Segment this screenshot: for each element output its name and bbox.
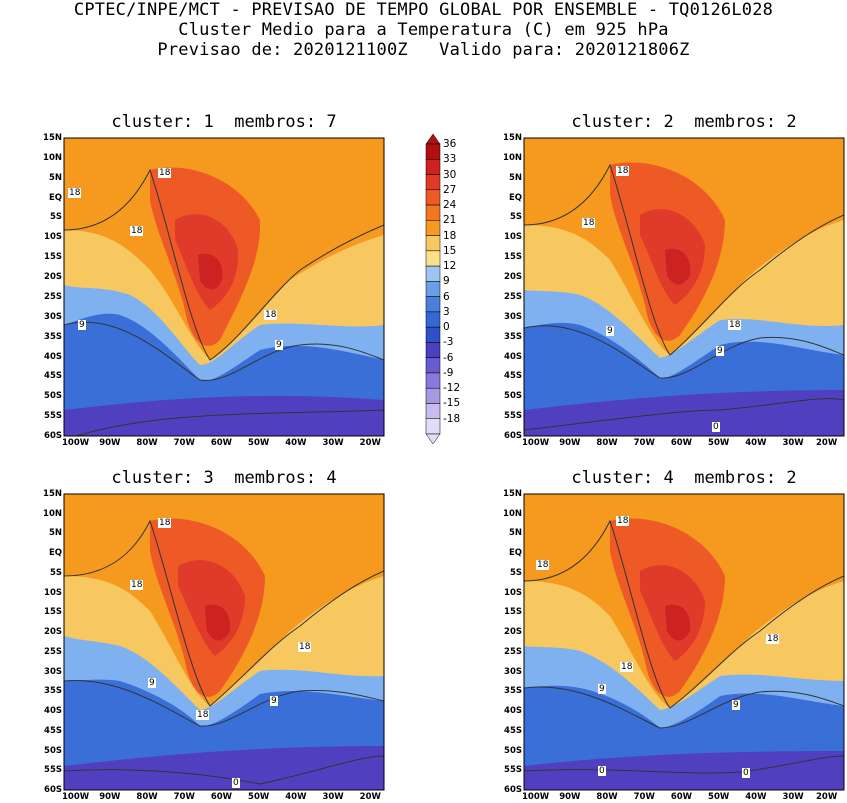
colorbar-label: -9 [443,366,454,379]
contour-label: 18 [620,662,634,672]
contour-label: 0 [712,422,720,432]
colorbar-swatch [425,296,441,313]
colorbar-label: -15 [443,397,461,410]
temperature-map [63,493,385,791]
contour-label: 18 [264,310,278,320]
colorbar-label: -6 [443,351,454,364]
contour-label: 9 [606,326,614,336]
contour-label: 18 [158,518,172,528]
contour-line [64,168,384,361]
colorbar-swatch [425,387,441,404]
contour-label: 18 [130,226,144,236]
temperature-map [63,137,385,437]
temperature-map [523,137,845,437]
panel-title: cluster: 4 membros: 2 [571,468,797,488]
header-line1: CPTEC/INPE/MCT - PREVISAO DE TEMPO GLOBA… [73,0,774,20]
colorbar: 36 33 30 27 24 21 18 15 12 9 6 3 0 -3 -6 -9 -12 -15 -18 [425,134,465,444]
contour-label: 9 [716,346,724,356]
contour-label: 9 [732,700,740,710]
contour-label: 18 [536,560,550,570]
colorbar-swatch [425,403,441,419]
colorbar-swatch [425,189,441,206]
colorbar-label: 6 [443,290,450,303]
colorbar-label: 15 [443,244,457,257]
contour-label: 18 [298,642,312,652]
plot-frame [63,137,385,437]
colorbar-label: 9 [443,275,450,288]
contour-label: 18 [196,710,210,720]
panel-title: cluster: 2 membros: 2 [571,112,797,132]
colorbar-label: 24 [443,199,457,212]
contour-label: 18 [68,188,82,198]
contour-label: 0 [232,778,240,788]
hottest-core [198,253,223,290]
colorbar-swatch [425,235,441,252]
colorbar-swatch [425,311,441,328]
contour-label: 18 [728,320,742,330]
header-line3: Previsao de: 2020121100Z Valido para: 20… [157,40,690,60]
contour-line [74,409,384,436]
colorbar-swatch [425,143,441,160]
colorbar-label: 21 [443,214,457,227]
colorbar-label: 12 [443,260,457,273]
colorbar-label: -12 [443,382,461,395]
map-panel-2: cluster: 2 membros: 2 18 18 18 9 9 0 [460,110,847,450]
colorbar-label: 36 [443,138,457,150]
colorbar-label: 27 [443,183,457,196]
colorbar-label: 0 [443,321,450,334]
cold-band [64,395,384,436]
contour-label: 9 [78,320,86,330]
map-panel-3: cluster: 3 membros: 4 18 18 18 9 9 18 0 [0,466,420,803]
colorbar-swatch [425,204,441,221]
colorbar-swatch [425,174,441,191]
contour-label: 9 [275,340,283,350]
contour-line [64,321,384,381]
colorbar-swatch [425,220,441,236]
colorbar-label: 3 [443,305,450,318]
colorbar-swatch [425,326,441,343]
colorbar-label: -18 [443,412,461,425]
contour-label: 9 [270,696,278,706]
panel-title: cluster: 1 membros: 7 [111,112,337,132]
header-line2: Cluster Medio para a Temperatura (C) em … [178,20,669,40]
colorbar-swatch [425,342,441,358]
colorbar-label: 30 [443,168,457,181]
contour-label: 9 [598,684,606,694]
colorbar-swatch [425,281,441,297]
colorbar-max-arrow [425,134,441,145]
colorbar-swatch [425,265,441,282]
contour-label: 18 [582,218,596,228]
contour-label: 18 [158,168,172,178]
colorbar-label: -3 [443,336,454,349]
contour-label: 18 [616,166,630,176]
temperature-map [523,493,845,791]
map-panel-1: cluster: 1 membros: 7 18 18 18 18 9 9 [0,110,420,450]
colorbar-min-arrow [425,433,441,444]
colorbar-label: 18 [443,229,457,242]
contour-label: 0 [598,766,606,776]
colorbar-swatch [425,250,441,267]
contour-label: 18 [766,634,780,644]
contour-label: 18 [616,516,630,526]
colorbar-swatch [425,418,441,435]
map-panel-4: cluster: 4 membros: 2 18 18 18 18 9 9 0 … [460,466,847,803]
colorbar-swatch [425,372,441,389]
contour-label: 9 [148,678,156,688]
colorbar-scale [425,134,441,444]
contour-label: 18 [130,580,144,590]
colorbar-swatch [425,159,441,175]
contour-label: 0 [742,768,750,778]
colorbar-label: 33 [443,153,457,166]
panel-title: cluster: 3 membros: 4 [111,468,337,488]
colorbar-swatch [425,357,441,374]
